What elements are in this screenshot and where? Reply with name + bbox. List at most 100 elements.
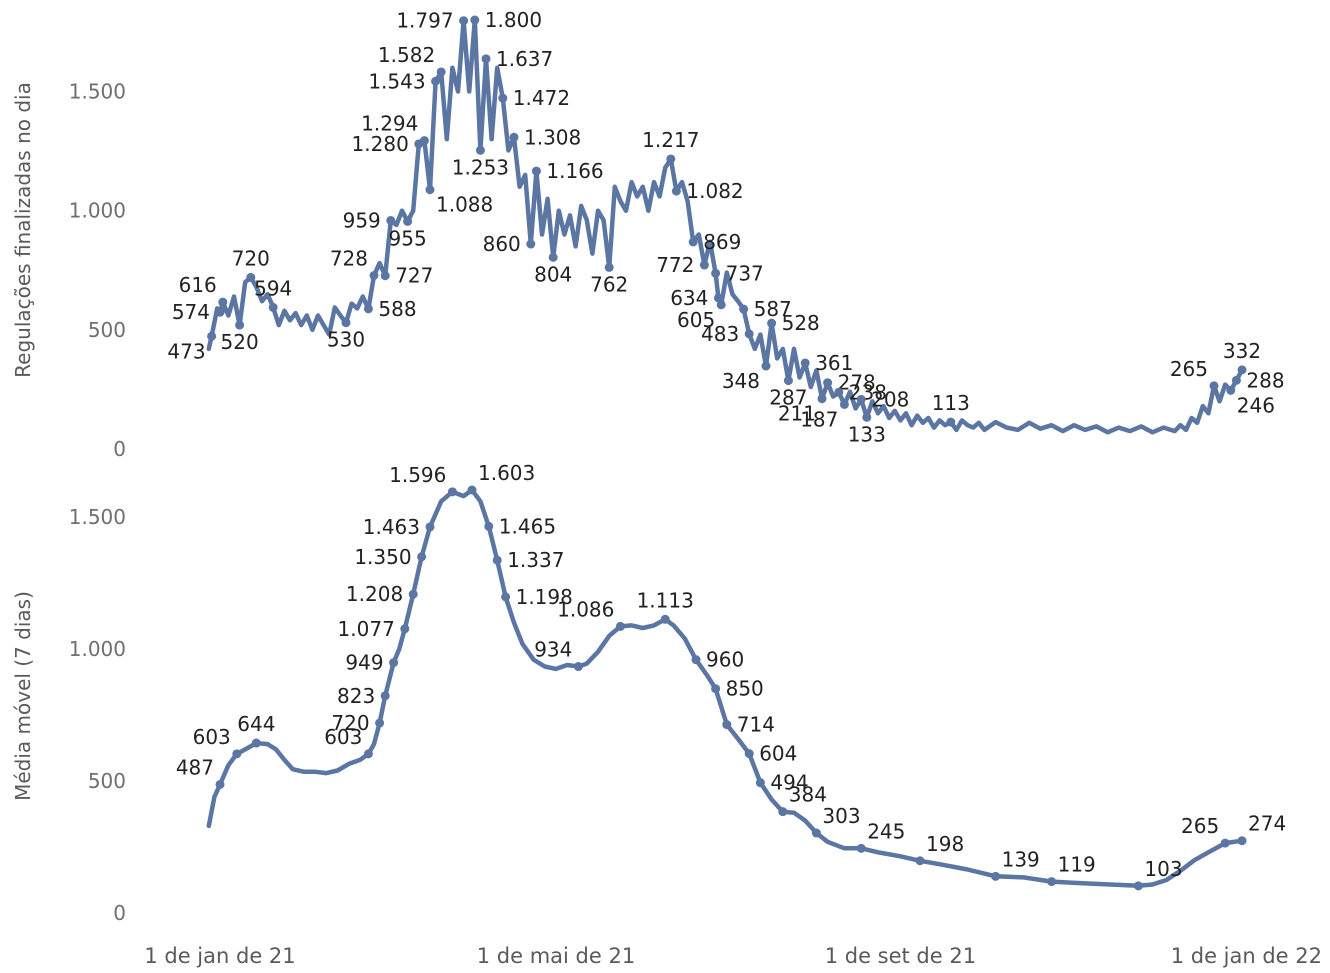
panel-daily-y-tick: 1.000 bbox=[69, 199, 126, 223]
panel-daily-data-label: 483 bbox=[701, 322, 739, 346]
panel-moving-average-data-label: 1.198 bbox=[516, 585, 573, 609]
panel-moving-average-y-tick: 0 bbox=[113, 901, 126, 925]
panel-daily-data-point bbox=[823, 378, 833, 388]
panel-daily-data-label: 1.582 bbox=[378, 43, 435, 67]
panel-daily-data-point bbox=[470, 15, 480, 25]
panel-daily-data-label: 1.543 bbox=[368, 69, 425, 93]
panel-daily-data-label: 246 bbox=[1237, 393, 1275, 417]
x-axis-tick-label: 1 de set de 21 bbox=[825, 944, 976, 968]
panel-moving-average-data-label: 1.113 bbox=[637, 588, 694, 612]
panel-moving-average-data-label: 119 bbox=[1058, 853, 1096, 877]
panel-daily-data-label: 1.253 bbox=[452, 155, 509, 179]
panel-moving-average-data-point bbox=[915, 856, 925, 866]
panel-moving-average-data-label: 1.077 bbox=[338, 617, 395, 641]
panel-daily-data-label: 133 bbox=[848, 422, 886, 446]
panel-moving-average-data-label: 245 bbox=[867, 819, 905, 843]
panel-moving-average-data-point bbox=[501, 592, 511, 602]
panel-daily-data-label: 1.800 bbox=[485, 8, 542, 32]
panel-daily-data-point bbox=[1209, 381, 1219, 391]
panel-daily-data-label: 574 bbox=[172, 300, 210, 324]
panel-daily-data-point bbox=[481, 54, 491, 64]
panel-daily-data-point bbox=[767, 318, 777, 328]
panel-daily-data-label: 287 bbox=[769, 386, 807, 410]
panel-moving-average-data-label: 494 bbox=[770, 771, 808, 795]
x-axis-tick-label: 1 de mai de 21 bbox=[477, 944, 635, 968]
panel-moving-average-data-point bbox=[400, 624, 410, 634]
panel-moving-average-data-label: 644 bbox=[237, 712, 275, 736]
panel-moving-average-data-point bbox=[417, 552, 427, 562]
panel-daily-data-point bbox=[688, 237, 698, 247]
panel-moving-average-data-point bbox=[363, 749, 373, 759]
panel-moving-average-data-label: 850 bbox=[726, 677, 764, 701]
panel-daily-data-label: 634 bbox=[670, 286, 708, 310]
panel-daily-y-tick: 1.500 bbox=[69, 80, 126, 104]
panel-daily-data-label: 348 bbox=[722, 369, 760, 393]
panel-moving-average-data-label: 1.086 bbox=[557, 597, 614, 621]
panel-moving-average-data-point bbox=[615, 621, 625, 631]
panel-daily-data-point bbox=[834, 387, 844, 397]
panel-daily-regulations: Regulações finalizadas no dia 0 500 1.000 1… bbox=[11, 8, 1285, 461]
panel-daily-data-label: 1.472 bbox=[513, 86, 570, 110]
panel-moving-average-data-point bbox=[492, 555, 502, 565]
panel-moving-average-data-point bbox=[711, 684, 721, 694]
panel-daily-data-point bbox=[498, 93, 508, 103]
panel-daily-data-label: 616 bbox=[179, 273, 217, 297]
panel-moving-average-data-label: 1.603 bbox=[478, 461, 535, 485]
panel-daily-data-point bbox=[711, 268, 721, 278]
panel-moving-average-data-label: 603 bbox=[193, 725, 231, 749]
panel-moving-average-data-label: 960 bbox=[706, 648, 744, 672]
panel-daily-data-point bbox=[218, 297, 228, 307]
panel-moving-average: Média móvel (7 dias) 0 500 1.000 1.500 487 60… bbox=[11, 461, 1286, 925]
panel-moving-average-data-label: 604 bbox=[759, 742, 797, 766]
panel-daily-data-label: 361 bbox=[815, 351, 853, 375]
panel-daily-data-label: 804 bbox=[534, 262, 572, 286]
panel-moving-average-data-point bbox=[991, 871, 1001, 881]
panel-daily-data-point bbox=[604, 262, 614, 272]
panel-moving-average-data-point bbox=[856, 843, 866, 853]
panel-daily-data-label: 211 bbox=[778, 402, 816, 426]
panel-daily-data-point bbox=[699, 260, 709, 270]
panel-moving-average-data-label: 384 bbox=[789, 783, 827, 807]
panel-moving-average-data-point bbox=[467, 485, 477, 495]
panel-daily-data-label: 1.166 bbox=[546, 159, 603, 183]
panel-daily-data-label: 1.637 bbox=[496, 47, 553, 71]
panel-daily-data-label: 1.280 bbox=[352, 132, 409, 156]
panel-moving-average-data-label: 1.596 bbox=[389, 463, 446, 487]
panel-moving-average-data-point bbox=[811, 828, 821, 838]
panel-daily-data-label: 208 bbox=[871, 387, 909, 411]
panel-moving-average-data-label: 603 bbox=[324, 725, 362, 749]
panel-daily-data-point bbox=[1226, 385, 1236, 395]
panel-daily-data-label: 1.217 bbox=[642, 128, 699, 152]
panel-daily-data-point bbox=[856, 394, 866, 404]
panel-daily-data-point bbox=[403, 216, 413, 226]
panel-daily-data-label: 520 bbox=[221, 330, 259, 354]
panel-daily-data-label: 955 bbox=[389, 226, 427, 250]
panel-moving-average-series-line bbox=[206, 487, 1245, 889]
panel-daily-data-point bbox=[215, 307, 225, 317]
panel-moving-average-data-label: 274 bbox=[1248, 812, 1286, 836]
panel-daily-data-point bbox=[946, 417, 956, 427]
panel-moving-average-data-point bbox=[408, 589, 418, 599]
panel-moving-average-data-label: 487 bbox=[176, 755, 214, 779]
panel-moving-average-data-label: 303 bbox=[822, 804, 860, 828]
panel-moving-average-data-point bbox=[1237, 836, 1247, 846]
panel-moving-average-data-label: 103 bbox=[1144, 857, 1182, 881]
panel-daily-data-label: 238 bbox=[849, 380, 887, 404]
panel-moving-average-y-axis-label: Média móvel (7 dias) bbox=[11, 591, 35, 801]
panel-daily-data-label: 1.308 bbox=[524, 125, 581, 149]
panel-daily-data-point bbox=[268, 302, 278, 312]
panel-moving-average-data-label: 823 bbox=[337, 684, 375, 708]
panel-daily-data-label: 528 bbox=[782, 311, 820, 335]
panel-moving-average-data-label: 714 bbox=[737, 713, 775, 737]
panel-daily-data-label: 187 bbox=[800, 407, 838, 431]
panel-daily-data-label: 727 bbox=[395, 264, 433, 288]
panel-daily-data-label: 530 bbox=[327, 328, 365, 352]
panel-moving-average-data-point bbox=[389, 658, 399, 668]
panel-moving-average-y-tick: 1.500 bbox=[69, 505, 126, 529]
panel-daily-data-label: 1.294 bbox=[361, 112, 418, 136]
panel-daily-data-point bbox=[369, 270, 379, 280]
panel-moving-average-data-label: 1.465 bbox=[499, 514, 556, 538]
panel-moving-average-data-point bbox=[215, 779, 225, 789]
panel-moving-average-y-tick: 500 bbox=[88, 769, 126, 793]
panel-daily-data-point bbox=[739, 304, 749, 314]
